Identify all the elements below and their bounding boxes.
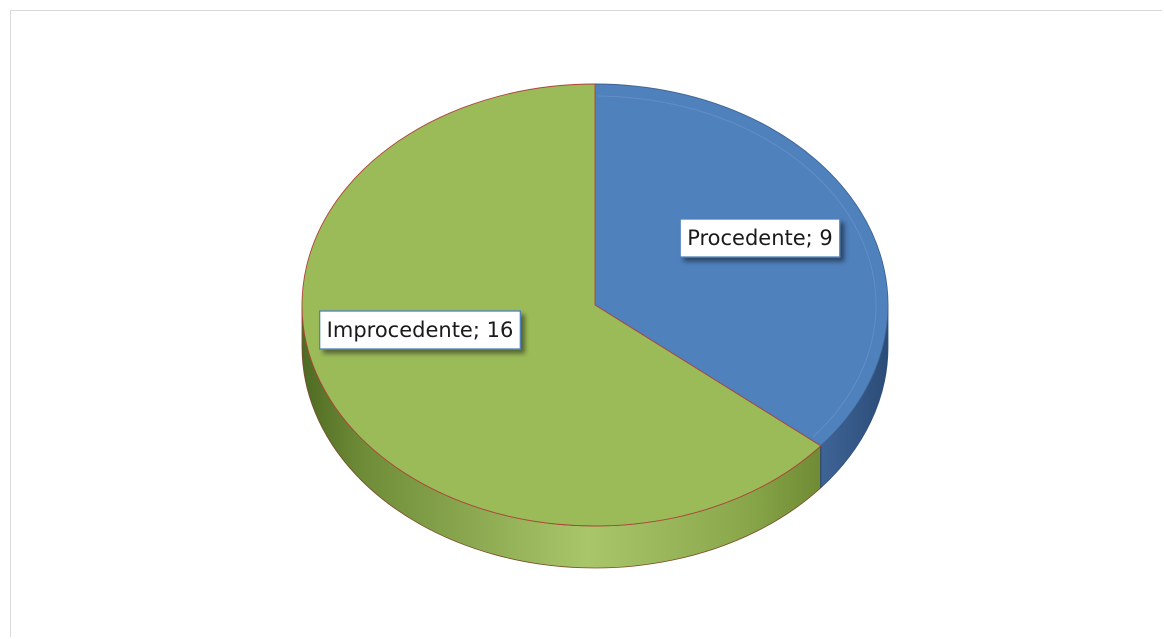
pie-bevel-highlight [597,95,877,437]
pie-slice-improcedente [301,83,822,527]
data-label-box [319,310,521,350]
data-label-box [679,218,841,258]
data-label-text: Procedente; 9 [687,226,833,250]
data-label-text: Improcedente; 16 [327,318,514,342]
data-label-improcedente: Improcedente; 16 [319,310,521,350]
data-label-procedente: Procedente; 9 [679,218,841,258]
